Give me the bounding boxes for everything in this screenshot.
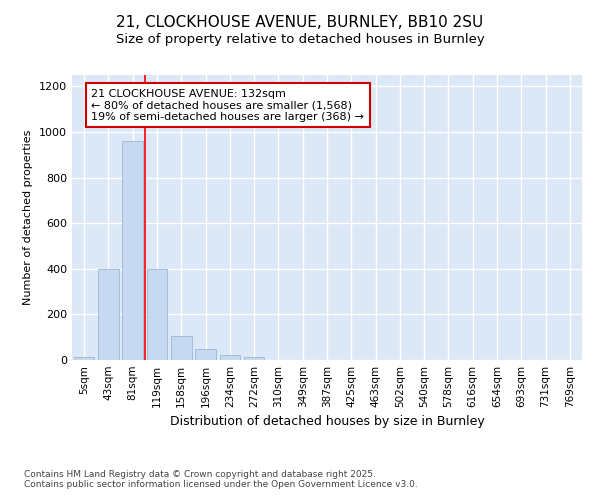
- Text: Contains HM Land Registry data © Crown copyright and database right 2025.
Contai: Contains HM Land Registry data © Crown c…: [24, 470, 418, 490]
- Bar: [74, 356, 94, 360]
- Bar: [195, 348, 216, 360]
- Bar: [244, 356, 265, 360]
- Bar: [171, 336, 191, 360]
- Bar: [220, 356, 240, 360]
- Bar: [146, 269, 167, 360]
- Y-axis label: Number of detached properties: Number of detached properties: [23, 130, 34, 305]
- Bar: [122, 141, 143, 360]
- Text: 21 CLOCKHOUSE AVENUE: 132sqm
← 80% of detached houses are smaller (1,568)
19% of: 21 CLOCKHOUSE AVENUE: 132sqm ← 80% of de…: [91, 88, 364, 122]
- Text: 21, CLOCKHOUSE AVENUE, BURNLEY, BB10 2SU: 21, CLOCKHOUSE AVENUE, BURNLEY, BB10 2SU: [116, 15, 484, 30]
- X-axis label: Distribution of detached houses by size in Burnley: Distribution of detached houses by size …: [170, 416, 484, 428]
- Bar: [98, 269, 119, 360]
- Text: Size of property relative to detached houses in Burnley: Size of property relative to detached ho…: [116, 32, 484, 46]
